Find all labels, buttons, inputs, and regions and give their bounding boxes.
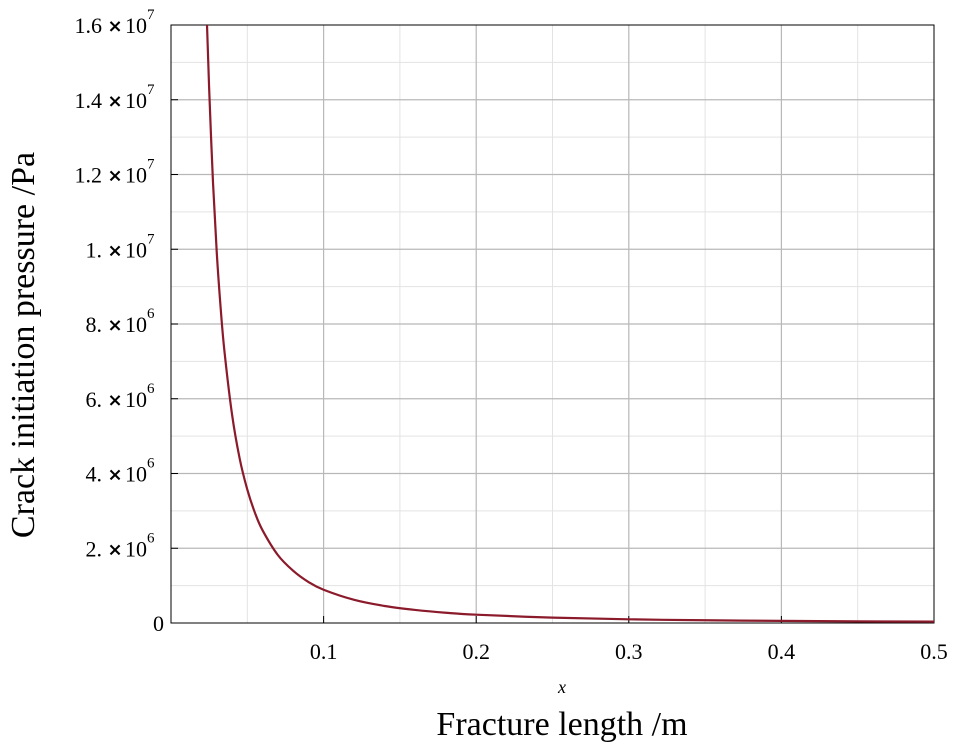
y-tick-exponent: 7: [147, 157, 155, 173]
y-tick-exponent: 7: [147, 231, 155, 247]
y-tick-label: 1.6 × 10 7: [75, 7, 156, 38]
y-tick-times: ×: [107, 465, 122, 486]
x-tick-labels: 0.1 0.2 0.3 0.4 0.5: [310, 639, 948, 664]
y-tick-label: 1. × 10 7: [86, 231, 156, 262]
y-tick-labels: 02. × 10 64. × 10 66. × 10 68. × 10 61. × 10 71.2 × 10 71.…: [75, 7, 165, 636]
y-tick-times: ×: [107, 315, 122, 336]
y-tick-mantissa: 2.: [86, 536, 103, 561]
x-tick-label: 0.3: [615, 639, 643, 664]
y-tick-base: 10: [125, 462, 147, 487]
y-tick-exponent: 7: [147, 82, 155, 98]
y-tick-times: ×: [107, 166, 122, 187]
y-tick-base: 10: [125, 536, 147, 561]
y-tick-base: 10: [125, 88, 147, 113]
y-tick-base: 10: [125, 13, 147, 38]
y-tick-mantissa: 1.4: [75, 88, 103, 113]
major-grid: [171, 25, 934, 623]
y-tick-base: 10: [125, 312, 147, 337]
x-variable-label: x: [557, 677, 566, 697]
x-axis-title: Fracture length /m: [436, 706, 687, 743]
y-tick-base: 10: [125, 237, 147, 262]
y-tick-exponent: 6: [147, 381, 155, 397]
x-tick-label: 0.2: [462, 639, 490, 664]
y-tick-base: 10: [125, 163, 147, 188]
x-tick-label: 0.5: [920, 639, 948, 664]
y-tick-exponent: 6: [147, 530, 155, 546]
x-tick-label: 0.4: [768, 639, 796, 664]
y-tick-mantissa: 4.: [86, 462, 103, 487]
y-tick-exponent: 7: [147, 7, 155, 23]
y-tick-times: ×: [107, 91, 122, 112]
y-tick-mantissa: 8.: [86, 312, 103, 337]
y-tick-label: 6. × 10 6: [86, 381, 156, 412]
y-tick-exponent: 6: [147, 306, 155, 322]
y-tick-mantissa: 1.6: [75, 13, 103, 38]
y-tick-label: 8. × 10 6: [86, 306, 156, 337]
y-tick-exponent: 6: [147, 456, 155, 472]
series-line: [205, 24, 935, 623]
y-tick-label: 0: [153, 611, 164, 636]
y-tick-mantissa: 1.: [86, 237, 103, 262]
y-tick-label: 1.4 × 10 7: [75, 82, 156, 113]
y-tick-times: ×: [107, 390, 122, 411]
y-tick-times: ×: [107, 240, 122, 261]
y-tick-label: 2. × 10 6: [86, 530, 156, 561]
y-tick-times: ×: [107, 539, 122, 560]
y-tick-mantissa: 6.: [86, 387, 103, 412]
y-tick-base: 10: [125, 387, 147, 412]
y-tick-label: 1.2 × 10 7: [75, 157, 156, 188]
y-axis-title: Crack initiation pressure /Pa: [5, 152, 42, 538]
axis-ticks: [171, 24, 935, 624]
y-tick-mantissa: 1.2: [75, 163, 103, 188]
y-tick-label: 4. × 10 6: [86, 456, 156, 487]
x-tick-label: 0.1: [310, 639, 338, 664]
y-tick-times: ×: [107, 16, 122, 37]
